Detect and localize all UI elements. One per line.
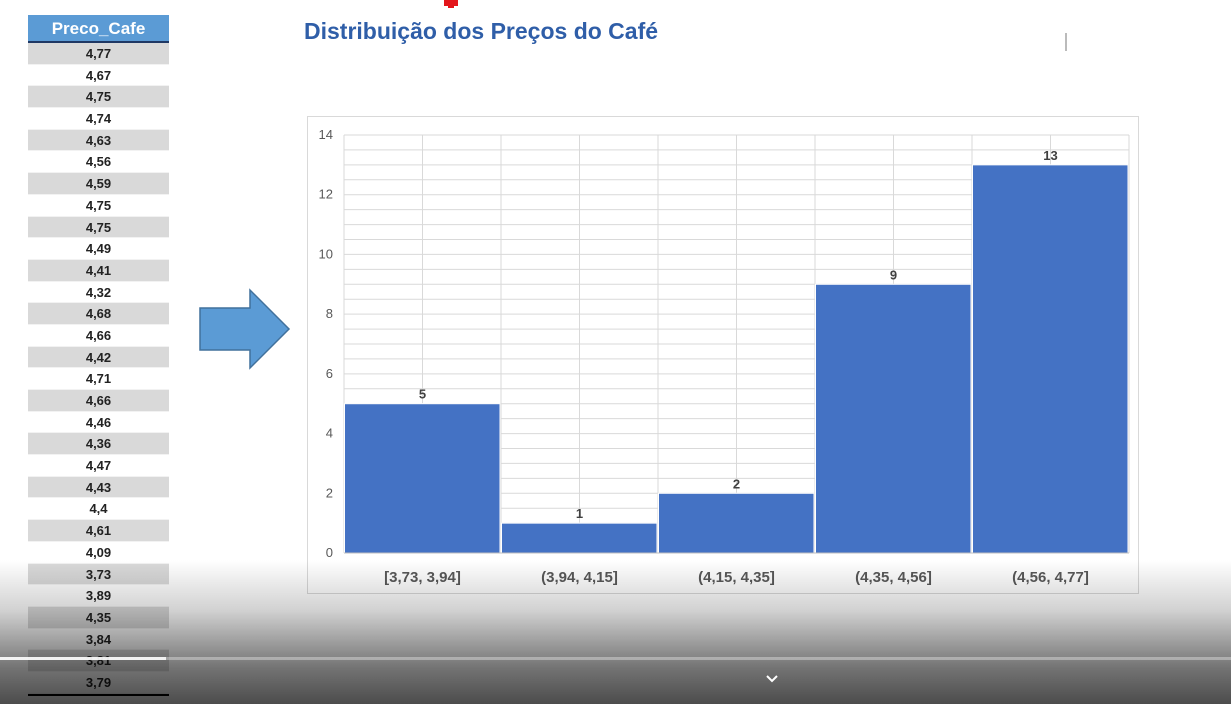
y-tick-label: 6 [326, 366, 333, 381]
table-row: 4,41 [28, 259, 169, 282]
y-tick-label: 4 [326, 426, 333, 441]
right-arrow-icon [199, 288, 291, 370]
y-tick-label: 10 [319, 246, 333, 261]
bar-3 [815, 283, 972, 554]
x-tick-label: [3,73, 3,94] [384, 569, 461, 586]
data-label: 9 [890, 267, 897, 282]
progress-bar[interactable] [0, 657, 1231, 660]
table-row: 4,49 [28, 238, 169, 260]
progress-fill [0, 657, 167, 660]
table-row: 4,66 [28, 324, 169, 347]
table-row: 4,75 [28, 86, 169, 109]
table-row: 4,61 [28, 520, 169, 542]
table-row: 4,75 [28, 216, 169, 239]
table-row: 4,36 [28, 433, 169, 456]
y-tick-label: 12 [319, 187, 333, 202]
chart-frame: 0 2 4 6 8 10 12 14 5 1 2 9 13 [3,73, 3,94] (3,94, 4,15… [307, 116, 1139, 594]
table-row: 4,42 [28, 346, 169, 369]
table-row: 4,56 [28, 151, 169, 174]
y-tick-label: 8 [326, 306, 333, 321]
chart-title: Distribuição dos Preços do Café [304, 18, 659, 44]
bar-4 [972, 164, 1129, 554]
bar-1 [501, 522, 658, 554]
data-label: 1 [576, 506, 583, 521]
table-row: 4,74 [28, 108, 169, 130]
data-label: 5 [419, 387, 426, 402]
table-header: Preco_Cafe [28, 15, 169, 43]
y-tick-label: 14 [319, 127, 333, 142]
table-row: 4,32 [28, 281, 169, 304]
data-label: 2 [733, 476, 740, 491]
table-row: 4,63 [28, 129, 169, 152]
data-table: Preco_Cafe 4,77 4,67 4,75 4,74 4,63 4,56 4,59 4… [28, 15, 169, 696]
table-rows: 4,77 4,67 4,75 4,74 4,63 4,56 4,59 4,75 4,75 4,49… [28, 43, 169, 696]
table-row: 4,77 [28, 43, 169, 65]
table-row: 4,47 [28, 455, 169, 477]
y-tick-label: 0 [326, 545, 333, 560]
table-row: 4,59 [28, 173, 169, 195]
x-tick-label: (3,94, 4,15] [541, 569, 618, 586]
chevron-down-icon[interactable] [763, 672, 781, 686]
table-row: 4,4 [28, 498, 169, 521]
table-row: 3,79 [28, 671, 169, 694]
y-tick-label: 2 [326, 485, 333, 500]
table-row: 4,43 [28, 476, 169, 499]
divider [1065, 33, 1067, 51]
table-row: 3,84 [28, 628, 169, 651]
table-row: 3,89 [28, 585, 169, 607]
table-row: 3,81 [28, 650, 169, 672]
table-row: 4,71 [28, 368, 169, 390]
x-tick-label: (4,15, 4,35] [698, 569, 775, 586]
table-row: 4,66 [28, 390, 169, 412]
data-label: 13 [1043, 148, 1057, 163]
bar-0 [344, 403, 501, 554]
bar-2 [658, 492, 815, 554]
x-tick-label: (4,35, 4,56] [855, 569, 932, 586]
red-mark-icon [444, 0, 458, 8]
table-row: 4,46 [28, 411, 169, 434]
table-row: 4,35 [28, 606, 169, 629]
table-row: 4,75 [28, 194, 169, 217]
table-row: 4,09 [28, 541, 169, 564]
table-row: 4,68 [28, 303, 169, 325]
table-row: 4,67 [28, 64, 169, 87]
x-tick-label: (4,56, 4,77] [1012, 569, 1089, 586]
table-row: 3,73 [28, 563, 169, 586]
